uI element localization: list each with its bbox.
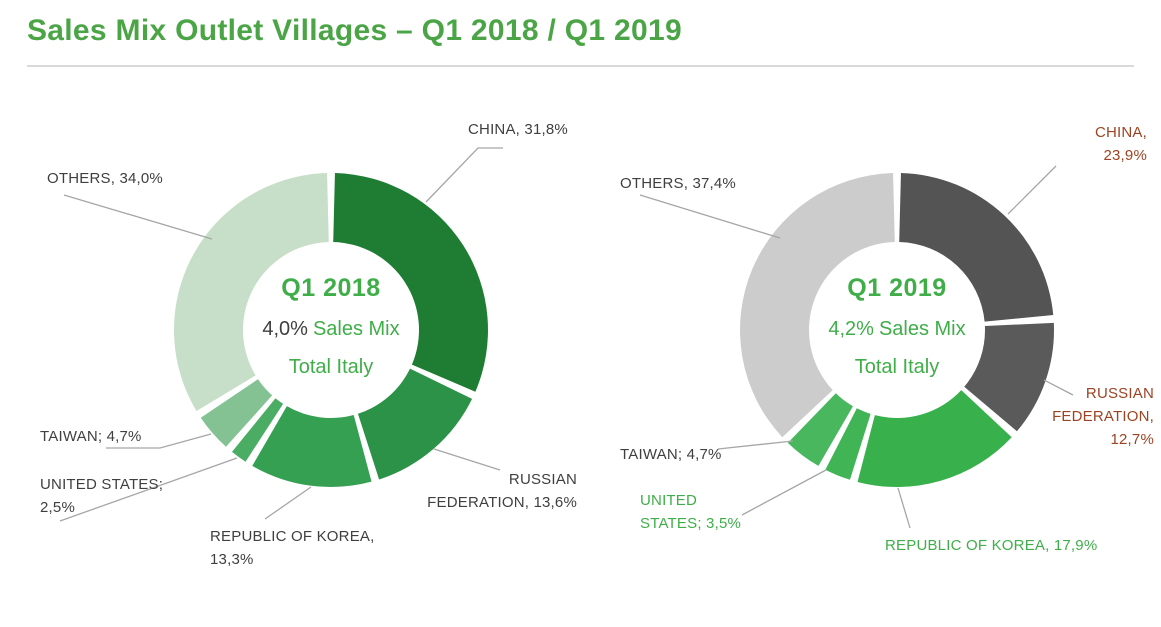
slice-china — [333, 173, 488, 392]
slice-china — [899, 173, 1054, 322]
callout-china: CHINA, 23,9% — [1094, 124, 1147, 164]
callout-united-states: UNITED STATES; 3,5% — [640, 492, 742, 532]
leader-taiwan — [717, 440, 794, 450]
donut-svg-2018 — [59, 147, 503, 522]
callout-china: CHINA, 31,8% — [468, 121, 568, 138]
callout-others: OTHERS, 34,0% — [47, 170, 163, 187]
page-title: Sales Mix Outlet Villages – Q1 2018 / Q1… — [27, 14, 682, 47]
callout-russian-federation: RUSSIAN FEDERATION, 13,6% — [427, 471, 577, 511]
center-value: 4,2% — [828, 318, 874, 340]
center-sublabel: Total Italy — [288, 356, 374, 378]
leader-united-states — [741, 469, 827, 516]
slice-others — [740, 173, 895, 438]
slices — [740, 173, 1055, 488]
callout-taiwan: TAIWAN; 4,7% — [620, 446, 722, 463]
leader-russian-federation — [433, 448, 501, 471]
callout-russian-federation: RUSSIAN FEDERATION, 12,7% — [1052, 385, 1154, 448]
donut-center-2018: Q1 2018 4,0% Sales Mix Total Italy — [236, 274, 426, 379]
donut-svg-2019 — [639, 165, 1074, 529]
callout-republic-of-korea: REPUBLIC OF KOREA, 13,3% — [210, 528, 375, 568]
slice-russian-federation — [964, 322, 1055, 432]
donut-chart-q1-2018: Q1 2018 4,0% Sales Mix Total Italy CHINA,… — [10, 88, 580, 627]
callout-united-states: UNITED STATES; 2,5% — [40, 476, 164, 516]
slice-taiwan — [787, 393, 853, 466]
slice-republic-of-korea — [857, 390, 1012, 488]
leader-united-states — [59, 457, 238, 522]
center-mix-line: 4,0% Sales Mix — [236, 318, 426, 341]
slice-taiwan — [200, 379, 273, 447]
slice-united-states — [825, 408, 871, 480]
center-label: Sales Mix — [878, 318, 966, 340]
leader-taiwan — [106, 433, 212, 449]
donut-chart-q1-2019: Q1 2019 4,2% Sales Mix Total Italy OTHERS… — [580, 88, 1161, 627]
leader-others — [63, 194, 213, 240]
slice-others — [174, 173, 329, 412]
donut-center-2019: Q1 2019 4,2% Sales Mix Total Italy — [802, 274, 992, 379]
slice-united-states — [231, 398, 284, 462]
leader-lines — [639, 165, 1074, 529]
callout-others: OTHERS, 37,4% — [620, 175, 736, 192]
callout-republic-of-korea: REPUBLIC OF KOREA, 17,9% — [885, 537, 1098, 554]
leader-russian-federation — [1043, 379, 1074, 396]
center-period: Q1 2018 — [281, 274, 381, 302]
leader-republic-of-korea — [264, 486, 312, 520]
center-value: 4,0% — [262, 318, 308, 340]
leader-china — [425, 147, 503, 203]
leader-lines — [59, 147, 503, 522]
slices — [174, 173, 488, 487]
center-sublabel: Total Italy — [854, 356, 940, 378]
leader-republic-of-korea — [897, 487, 911, 529]
center-period: Q1 2019 — [847, 274, 947, 302]
title-divider — [27, 65, 1134, 67]
callout-taiwan: TAIWAN; 4,7% — [40, 428, 142, 445]
center-mix-line: 4,2% Sales Mix — [802, 318, 992, 341]
leader-others — [639, 194, 781, 239]
slice-republic-of-korea — [252, 406, 372, 487]
slice-russian-federation — [357, 368, 473, 480]
leader-china — [1007, 165, 1057, 215]
center-label: Sales Mix — [312, 318, 400, 340]
